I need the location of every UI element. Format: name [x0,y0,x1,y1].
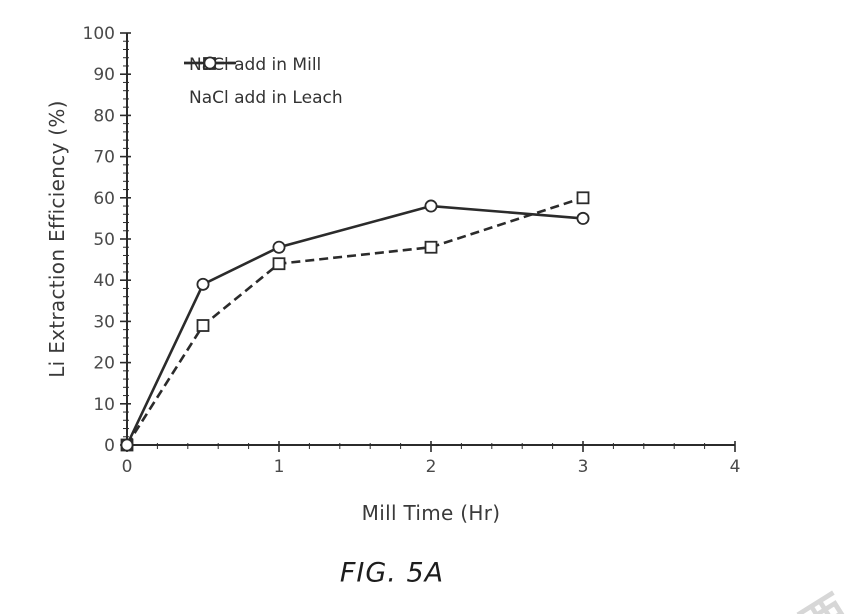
y-tick-label: 60 [93,189,115,209]
y-tick-label: 30 [93,312,115,332]
solid-circle-marker-swatch [184,56,236,70]
y-tick-label: 90 [93,65,115,85]
y-tick-label: 10 [93,395,115,415]
data-point-marker [272,257,286,271]
y-tick-label: 50 [93,230,115,250]
y-tick-label: 20 [93,354,115,374]
series-line-1 [125,204,584,446]
x-tick-label: 3 [578,457,589,477]
data-point-marker [272,240,286,254]
watermark: 车东西 [702,574,850,614]
legend-label: NaCl add in Mill [189,55,322,75]
y-tick-label: 0 [104,436,115,456]
y-axis-label: Li Extraction Efficiency (%) [45,100,69,378]
figure-caption: FIG. 5A [339,557,445,589]
x-tick-label: 1 [274,457,285,477]
chart-legend: NaCl add in Mill NaCl add in Leach [183,55,343,108]
y-tick-label: 40 [93,271,115,291]
y-tick-label: 100 [83,24,115,44]
x-tick-label: 2 [426,457,437,477]
data-point-marker [424,240,438,254]
x-tick-label: 4 [730,457,741,477]
x-axis-label: Mill Time (Hr) [361,501,501,525]
data-point-marker [576,211,590,225]
series-line-0 [125,196,584,446]
chart-canvas: 0 10 20 30 40 50 60 70 80 90 100 0 1 2 3 4 [83,24,741,477]
data-point-marker [576,191,590,205]
data-point-marker [424,199,438,213]
data-point-marker [196,277,210,291]
y-tick-label: 70 [93,148,115,168]
x-tick-label: 0 [122,457,133,477]
data-point-marker [120,438,134,452]
y-tick-label: 80 [93,106,115,126]
line-chart: 0 10 20 30 40 50 60 70 80 90 100 0 1 2 3 4 Li Extractio… [45,24,741,525]
legend-label: NaCl add in Leach [189,88,343,108]
data-point-marker [196,319,210,332]
legend-item-leach: NaCl add in Leach [183,56,343,108]
